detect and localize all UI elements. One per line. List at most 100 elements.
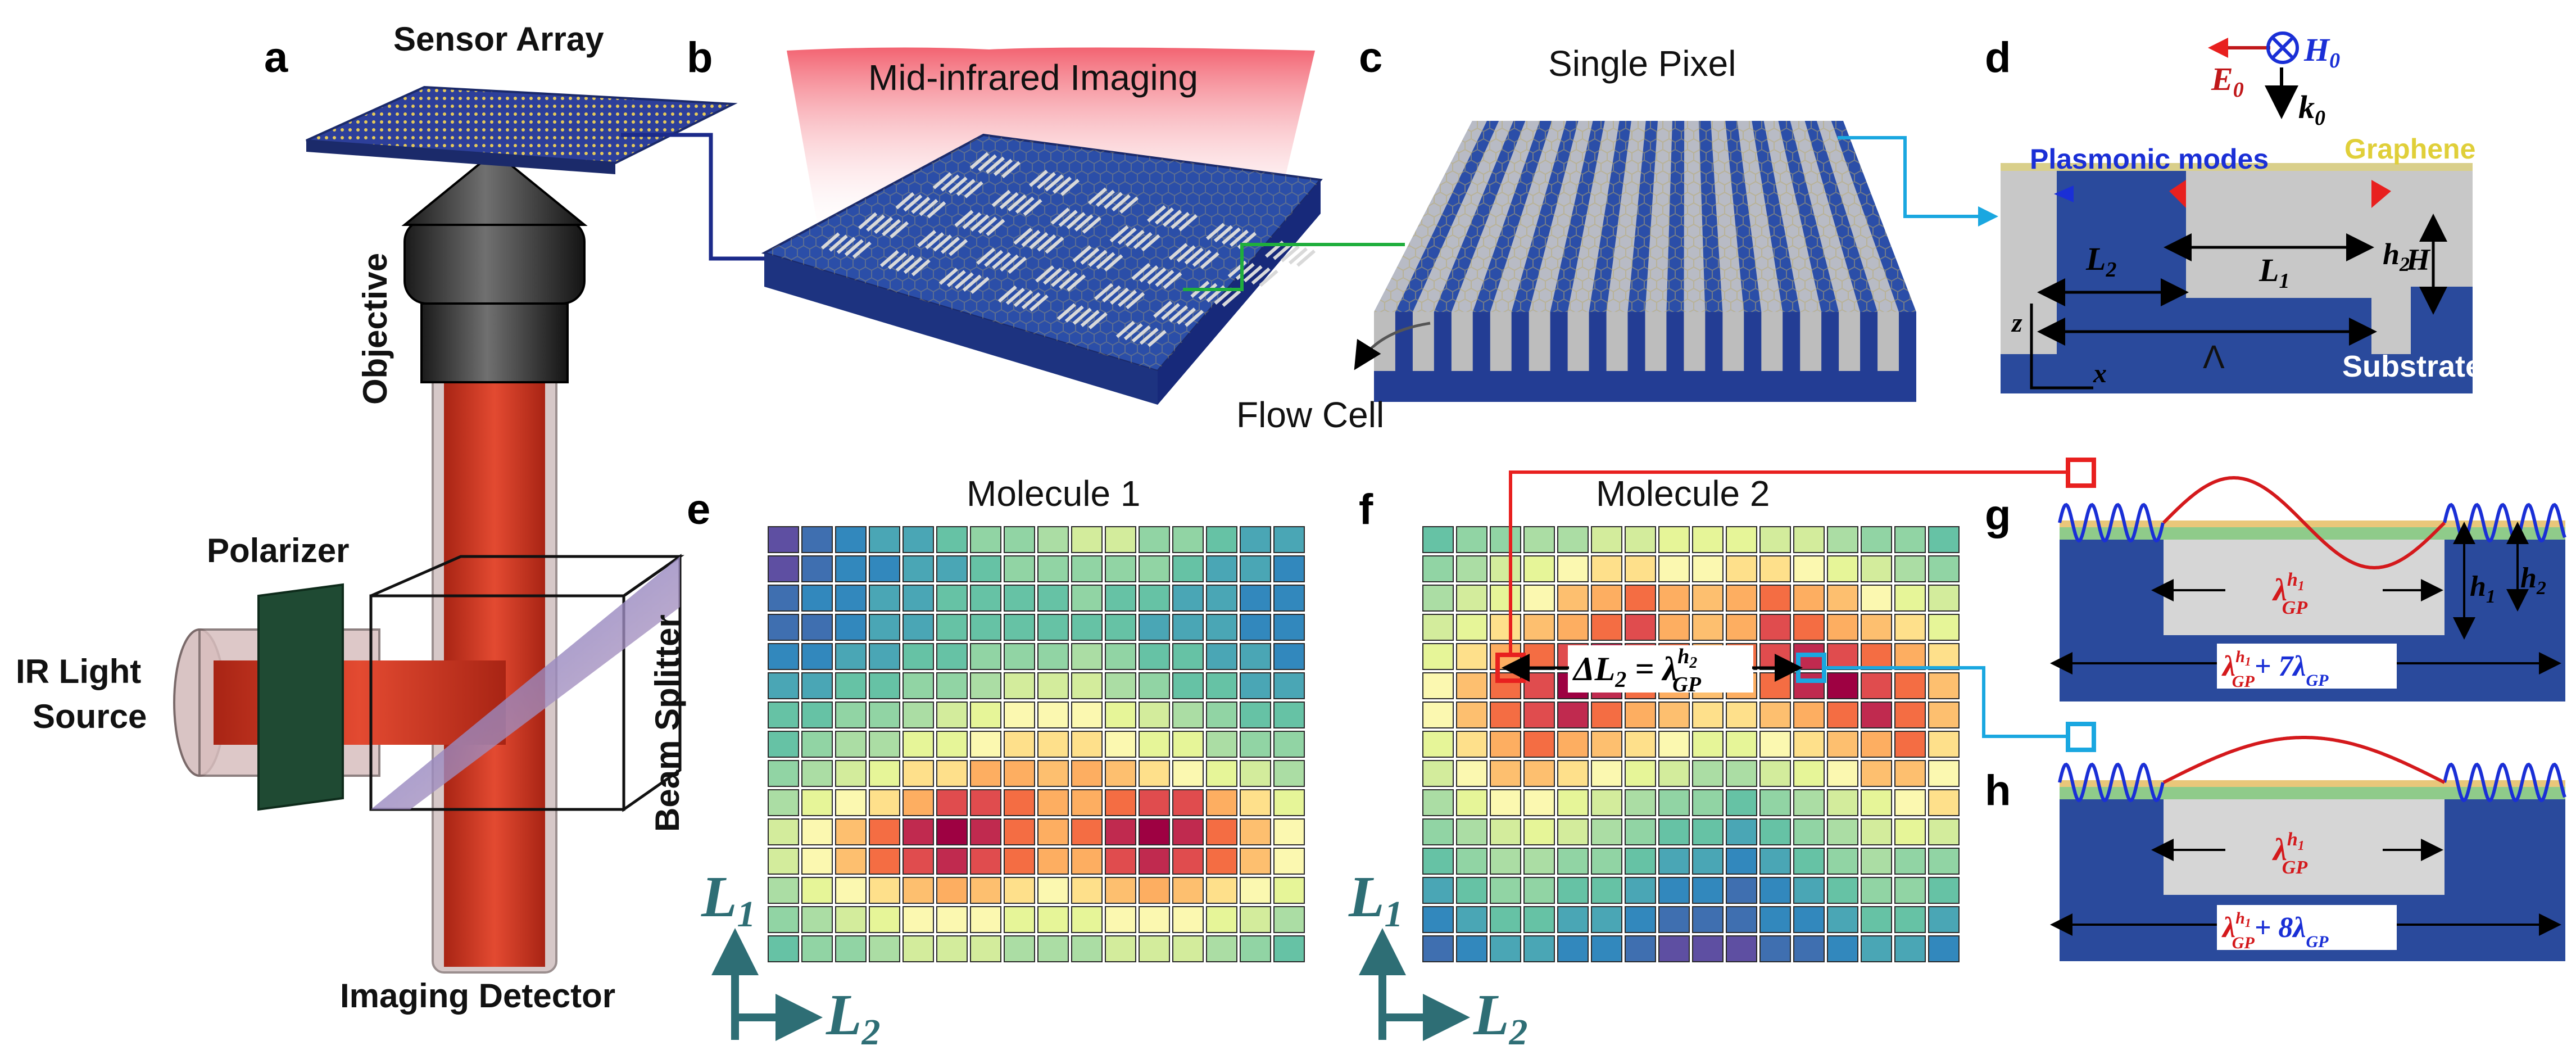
polarizer-label: Polarizer xyxy=(207,532,349,569)
heatmap-cell xyxy=(1206,935,1237,962)
heatmap-cell xyxy=(902,526,934,553)
heatmap-cell xyxy=(835,848,867,875)
h-lambda-h1-label: λh1 GP xyxy=(2272,829,2307,878)
heatmap-cell xyxy=(835,555,867,582)
heatmap-cell xyxy=(1759,526,1791,553)
grating-ridge xyxy=(1722,312,1744,371)
chip-grating-line xyxy=(911,259,931,277)
chip-grating-line xyxy=(927,201,946,219)
chip-grating-line xyxy=(1155,207,1174,225)
heatmap-cell xyxy=(902,731,934,758)
heatmap-cell xyxy=(1658,935,1690,962)
panel-letter-g: g xyxy=(1985,491,2011,539)
heatmap-cell xyxy=(902,935,934,962)
heatmap-cell xyxy=(1139,643,1170,670)
heatmap-cell xyxy=(1273,848,1305,875)
heatmap-cell xyxy=(1658,760,1690,787)
heatmap-cell xyxy=(1658,877,1690,904)
link-red-to-g xyxy=(1509,470,2068,655)
heatmap-cell xyxy=(835,818,867,845)
g-top-band xyxy=(2060,521,2565,527)
chip-grating-line xyxy=(940,174,960,192)
heatmap-cell xyxy=(1490,789,1521,816)
chip-front xyxy=(764,253,1158,405)
chip-grating-line xyxy=(1005,287,1025,305)
heatmap-cell xyxy=(1827,789,1858,816)
heatmap-cell xyxy=(1793,702,1825,728)
chip-grating-line xyxy=(911,196,931,214)
heatmap-cell xyxy=(1490,526,1521,553)
f-axis-L2-label: L2 xyxy=(1473,983,1528,1053)
heatmap-cell xyxy=(1928,702,1960,728)
chip-grating-line xyxy=(1021,292,1041,310)
heatmap-cell xyxy=(1422,555,1454,582)
heatmap-cell xyxy=(1793,848,1825,875)
heatmap-cell xyxy=(1894,672,1926,699)
heatmap-cell xyxy=(768,877,799,904)
heatmap-cell xyxy=(1894,702,1926,728)
chip-grating-line xyxy=(1060,179,1080,196)
heatmap-cell xyxy=(1692,702,1724,728)
chip-grating-line xyxy=(932,172,952,189)
polarizer-plate xyxy=(257,583,344,811)
chip-grating-line xyxy=(890,221,909,239)
chip-grating-line xyxy=(1155,269,1174,287)
grating-ridge xyxy=(1606,312,1628,371)
grating-ridge xyxy=(1451,312,1473,371)
chip-grating-line xyxy=(941,237,960,254)
chip-grating-line xyxy=(976,247,996,265)
heatmap-cell xyxy=(1557,789,1589,816)
chip-grating-line xyxy=(866,214,886,232)
d-grating-left xyxy=(2001,169,2057,354)
heatmap-cell xyxy=(1928,818,1960,845)
heatmap-cell xyxy=(1793,555,1825,582)
heatmap-cell xyxy=(1557,848,1589,875)
chip-grating-line xyxy=(1066,212,1086,229)
molecule2-title: Molecule 2 xyxy=(1596,473,1770,514)
heatmap-cell xyxy=(1037,555,1069,582)
heatmap-cell xyxy=(1490,614,1521,641)
heatmap-cell xyxy=(1827,614,1858,641)
heatmap-cell xyxy=(902,818,934,845)
heatmap-cell xyxy=(1793,877,1825,904)
heatmap-cell xyxy=(1273,906,1305,933)
heatmap-cell xyxy=(1726,555,1757,582)
chip-grating-line xyxy=(962,274,982,292)
graphene-label: Graphene xyxy=(2344,133,2475,165)
heatmap-cell xyxy=(1172,614,1204,641)
H-field-into-page xyxy=(2266,31,2299,64)
chip-grating-line xyxy=(1214,225,1233,243)
chip-grating-line xyxy=(956,179,976,196)
heatmap-cell xyxy=(1273,818,1305,845)
heatmap-cell xyxy=(1793,789,1825,816)
h-wave-right xyxy=(2443,762,2566,803)
heatmap-cell xyxy=(936,906,968,933)
heatmap-cell xyxy=(1240,848,1271,875)
heatmap-cell xyxy=(1004,526,1035,553)
heatmap-cell xyxy=(1422,643,1454,670)
heatmap-cell xyxy=(1004,848,1035,875)
heatmap-cell xyxy=(1422,789,1454,816)
heatmap-cell xyxy=(1625,818,1656,845)
heatmap-cell xyxy=(936,935,968,962)
heatmap-cell xyxy=(1206,760,1237,787)
heatmap-cell xyxy=(1139,877,1170,904)
heatmap-cell xyxy=(970,614,1001,641)
chip-grating-line xyxy=(954,210,974,227)
heatmap-cell xyxy=(1139,585,1170,612)
heatmap-cell xyxy=(1105,526,1136,553)
heatmap-cell xyxy=(1894,526,1926,553)
heatmap-cell xyxy=(1105,877,1136,904)
heatmap-cell xyxy=(869,935,900,962)
heatmap-cell xyxy=(1004,585,1035,612)
heatmap-cell xyxy=(902,760,934,787)
chip-grating-line xyxy=(946,270,966,287)
heatmap-cell xyxy=(1793,731,1825,758)
heatmap-cell xyxy=(1726,702,1757,728)
heatmap-cell xyxy=(1557,877,1589,904)
heatmap-cell xyxy=(1422,760,1454,787)
heatmap-cell xyxy=(1490,935,1521,962)
chip-grating-line xyxy=(1058,210,1078,227)
heatmap-cell xyxy=(1490,731,1521,758)
heatmap-cell xyxy=(768,789,799,816)
